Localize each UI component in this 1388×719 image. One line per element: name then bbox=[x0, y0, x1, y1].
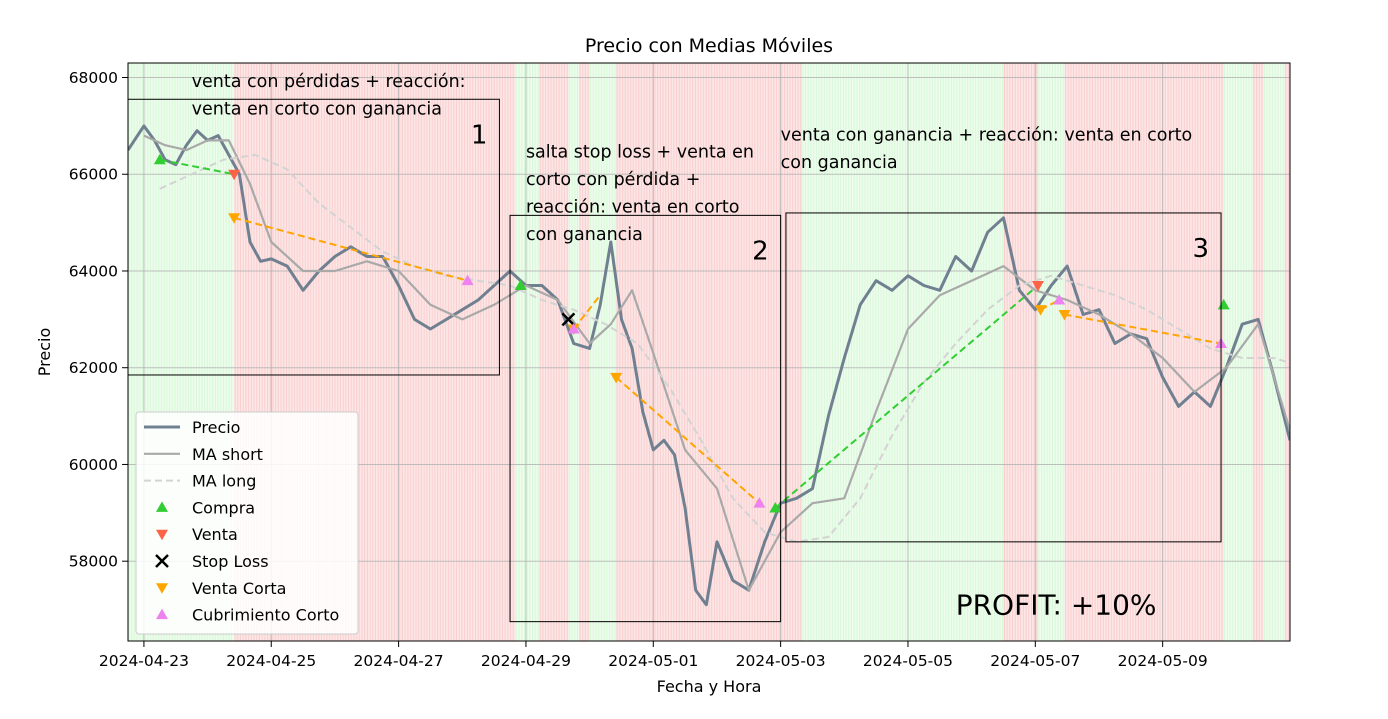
marker-cubrimiento-corto bbox=[753, 497, 766, 508]
legend-label-precio: Precio bbox=[192, 418, 240, 437]
annotation-number-3: 3 bbox=[1192, 234, 1209, 264]
legend-label-ma-long: MA long bbox=[192, 472, 256, 491]
bg-region-buy bbox=[515, 63, 540, 641]
bg-region-buy bbox=[589, 63, 617, 641]
bg-region-buy bbox=[801, 63, 1004, 641]
legend-item-ma-long: MA long bbox=[144, 472, 256, 491]
x-tick-label: 2024-05-05 bbox=[863, 652, 953, 670]
legend-swatch-cubrimiento-corto bbox=[156, 608, 168, 620]
axes: 2024-04-23 2024-04-25 2024-04-27 2024-04-29… bbox=[69, 69, 1208, 670]
annotation-text-2: salta stop loss + venta en bbox=[526, 142, 754, 162]
y-tick-label: 68000 bbox=[69, 69, 118, 87]
marker-cubrimiento-corto bbox=[461, 274, 474, 286]
annotation-number-2: 2 bbox=[752, 236, 769, 266]
legend-item-stop-loss: Stop Loss bbox=[155, 552, 269, 571]
series-lines bbox=[128, 124, 1290, 607]
annotation-text-2: corto con pérdida + bbox=[526, 170, 700, 190]
annotation-text-profit: PROFIT: +10% bbox=[956, 588, 1157, 621]
marker-venta-corta bbox=[228, 213, 241, 224]
bg-region-buy bbox=[1263, 63, 1285, 641]
marker-venta-corta bbox=[1058, 310, 1071, 321]
y-tick-label: 62000 bbox=[69, 359, 118, 377]
annotation-box-2 bbox=[509, 214, 782, 623]
legend-label-compra: Compra bbox=[192, 498, 255, 517]
marker-venta-corta bbox=[610, 372, 623, 384]
series-line-ma-long bbox=[159, 153, 1290, 543]
marker-venta bbox=[228, 169, 241, 181]
x-tick-label: 2024-04-23 bbox=[99, 652, 189, 670]
series-line-precio bbox=[128, 124, 1290, 607]
bg-region-buy bbox=[1037, 63, 1065, 641]
annotation-text-3: venta con ganancia + reacción: venta en … bbox=[781, 125, 1193, 145]
y-tick-label: 66000 bbox=[69, 166, 118, 184]
y-tick-label: 58000 bbox=[69, 553, 118, 571]
legend-item-venta: Venta bbox=[156, 525, 238, 544]
marker-compra bbox=[514, 279, 527, 290]
trade-line-short bbox=[233, 216, 468, 282]
trade-line-long bbox=[774, 284, 1039, 509]
legend-item-compra: Compra bbox=[156, 498, 255, 517]
y-tick-label: 60000 bbox=[69, 456, 118, 474]
bg-region-sell bbox=[1252, 63, 1264, 641]
bg-region-sell bbox=[579, 63, 590, 641]
series-line-ma-short bbox=[143, 134, 1290, 592]
legend-item-cubrimiento-corto: Cubrimiento Corto bbox=[156, 606, 339, 625]
stop-loss-stroke bbox=[155, 554, 169, 568]
trade-markers bbox=[153, 153, 1230, 513]
legend-label-ma-short: MA short bbox=[192, 445, 263, 464]
x-tick-label: 2024-05-03 bbox=[736, 652, 826, 670]
legend-item-precio: Precio bbox=[144, 418, 240, 437]
bg-region-sell bbox=[539, 63, 569, 641]
legend-swatch-venta-corta bbox=[156, 583, 168, 594]
legend-label-venta: Venta bbox=[192, 525, 238, 544]
x-tick-label: 2024-05-01 bbox=[608, 652, 698, 670]
marker-cubrimiento-corto bbox=[567, 323, 580, 334]
legend-label-venta-corta: Venta Corta bbox=[192, 579, 286, 598]
bg-region-sell bbox=[616, 63, 802, 641]
marker-stop-loss bbox=[561, 312, 576, 327]
trade-line-short bbox=[1064, 313, 1222, 345]
bg-region-sell bbox=[1284, 63, 1290, 641]
annotation-number-1: 1 bbox=[471, 120, 488, 150]
bg-region-sell bbox=[1064, 63, 1224, 641]
marker-compra bbox=[153, 153, 166, 165]
legend-swatch-venta bbox=[156, 529, 168, 541]
marker-venta bbox=[1031, 280, 1044, 292]
legend-label-cubrimiento-corto: Cubrimiento Corto bbox=[192, 606, 339, 625]
y-axis-label: Precio bbox=[35, 328, 54, 376]
legend-swatch-stop-loss bbox=[155, 554, 169, 568]
y-tick-label: 64000 bbox=[69, 262, 118, 280]
x-tick-label: 2024-04-29 bbox=[481, 652, 571, 670]
x-tick-label: 2024-04-27 bbox=[354, 652, 444, 670]
annotation-text-2: con ganancia bbox=[526, 225, 643, 245]
bg-region-buy bbox=[568, 63, 580, 641]
marker-compra bbox=[769, 501, 782, 513]
chart-title: Precio con Medias Móviles bbox=[585, 35, 833, 57]
annotation-text-3: con ganancia bbox=[781, 153, 898, 173]
legend-label-stop-loss: Stop Loss bbox=[192, 552, 269, 571]
annotation-box-3 bbox=[785, 212, 1222, 543]
plot-frame bbox=[127, 62, 1291, 642]
legend-frame bbox=[135, 411, 359, 635]
legend: Precio MA short MA long Compra Venta Stop Los… bbox=[135, 411, 359, 635]
marker-venta-corta bbox=[1034, 305, 1047, 316]
annotation-text-1: venta en corto con ganancia bbox=[192, 100, 442, 120]
legend-swatch-compra bbox=[156, 501, 168, 512]
legend-item-venta-corta: Venta Corta bbox=[156, 579, 286, 598]
stop-loss-stroke bbox=[561, 312, 576, 327]
x-tick-label: 2024-05-09 bbox=[1118, 652, 1208, 670]
trade-line-short bbox=[615, 376, 761, 504]
marker-cubrimiento-corto bbox=[1053, 294, 1066, 305]
annotation-text-1: venta con pérdidas + reacción: bbox=[192, 72, 466, 92]
x-tick-label: 2024-05-07 bbox=[990, 652, 1080, 670]
trade-line-short bbox=[572, 294, 602, 330]
x-axis-label: Fecha y Hora bbox=[657, 677, 762, 696]
annotation-text-2: reacción: venta en corto bbox=[526, 197, 740, 217]
legend-item-ma-short: MA short bbox=[144, 445, 263, 464]
trade-line-long bbox=[159, 158, 235, 176]
bg-region-sell bbox=[1003, 63, 1038, 641]
x-tick-label: 2024-04-25 bbox=[226, 652, 316, 670]
